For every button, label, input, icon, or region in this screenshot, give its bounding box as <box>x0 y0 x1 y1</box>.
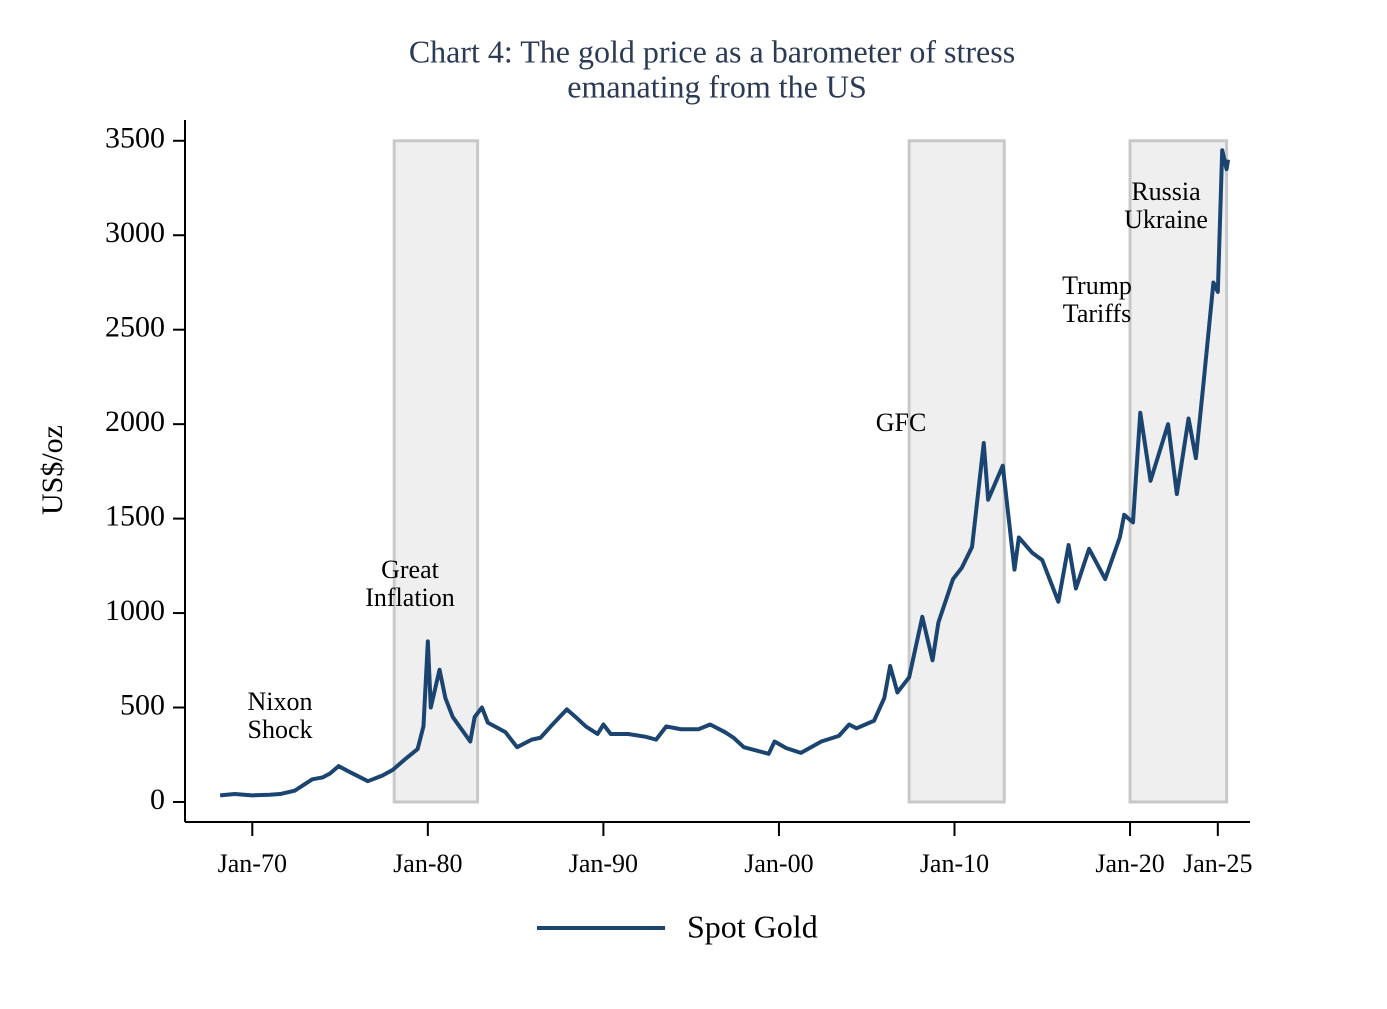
x-tick-label: Jan-00 <box>744 849 813 878</box>
shaded-period <box>1128 139 1229 804</box>
annotation: Trump <box>1062 271 1132 300</box>
x-tick-label: Jan-70 <box>218 849 287 878</box>
x-tick-label: Jan-20 <box>1095 849 1164 878</box>
x-tick-label: Jan-80 <box>393 849 462 878</box>
shaded-period <box>907 139 1006 804</box>
y-axis-label: US$/oz <box>36 425 69 515</box>
annotation: Tariffs <box>1063 299 1131 328</box>
y-tick-label: 0 <box>150 783 165 816</box>
shaded-period <box>392 139 480 804</box>
annotation: Russia <box>1131 177 1201 206</box>
chart-title: Chart 4: The gold price as a barometer o… <box>409 33 1015 69</box>
y-tick-label: 3000 <box>105 216 165 249</box>
annotation: Shock <box>248 715 313 744</box>
legend-label: Spot Gold <box>687 908 818 944</box>
y-tick-label: 3500 <box>105 122 165 155</box>
annotation: GFC <box>876 408 927 437</box>
x-tick-label: Jan-90 <box>569 849 638 878</box>
y-tick-label: 1000 <box>105 594 165 627</box>
x-tick-label: Jan-10 <box>920 849 989 878</box>
annotation: Inflation <box>365 583 455 612</box>
y-tick-label: 1500 <box>105 499 165 532</box>
y-tick-label: 2000 <box>105 405 165 438</box>
data-line <box>219 148 1231 798</box>
x-tick-label: Jan-25 <box>1183 849 1252 878</box>
annotation: Great <box>381 555 440 584</box>
annotation: Ukraine <box>1124 205 1208 234</box>
chart-title: emanating from the US <box>567 68 866 104</box>
annotation: Nixon <box>248 687 313 716</box>
y-tick-label: 500 <box>120 688 165 721</box>
y-tick-label: 2500 <box>105 311 165 344</box>
